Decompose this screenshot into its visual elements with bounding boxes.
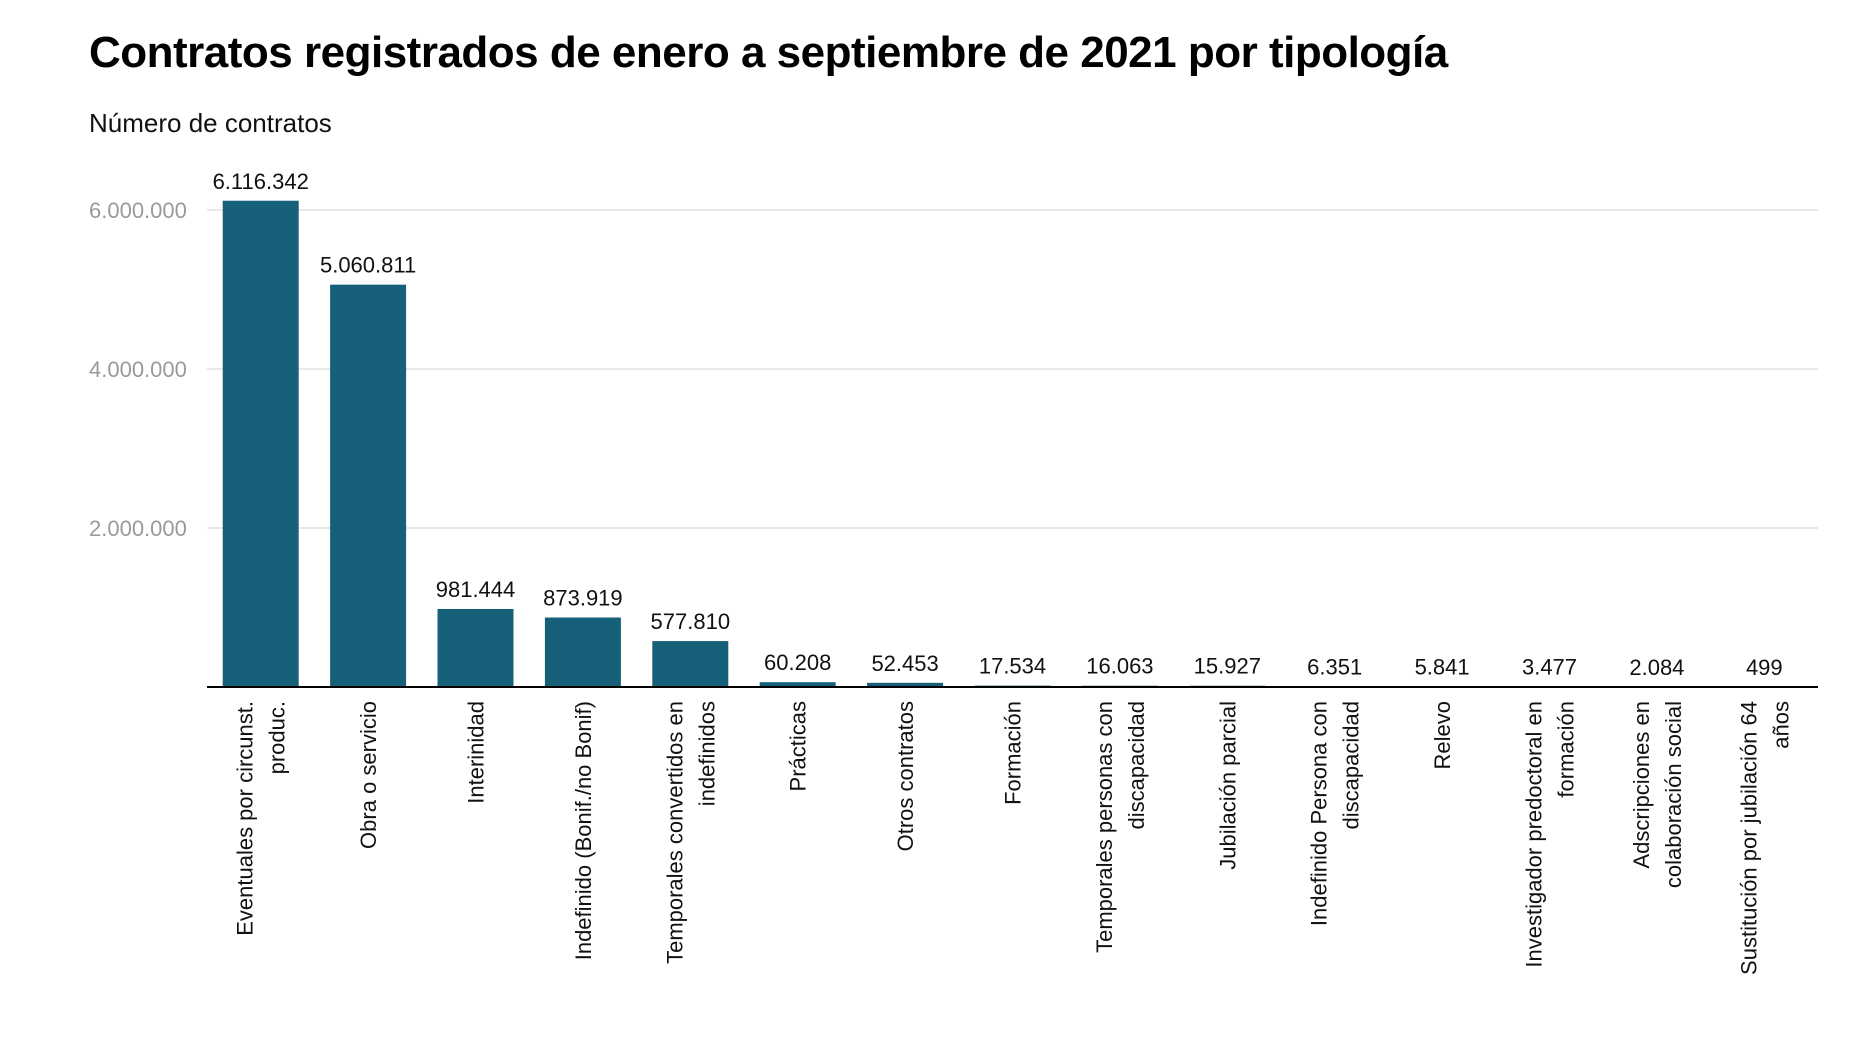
bar [222,200,299,688]
y-axis-ticks: 2.000.000 4.000.000 6.000.000 [89,198,187,541]
y-tick-label: 2.000.000 [89,516,187,541]
x-tick-label-line: Otros contratos [893,701,918,851]
chart-subtitle: Número de contratos [89,108,332,138]
x-tick-label-line: discapacidad [1124,701,1149,829]
bar [544,617,621,687]
x-tick-label: Adscripciones en colaboración social [1629,701,1686,888]
value-label: 2.084 [1629,655,1684,680]
x-tick-label: Indefinido (Bonif./no Bonif) [571,701,596,960]
x-tick-label: Prácticas [786,701,811,791]
x-tick-label-line: indefinidos [694,701,719,806]
value-label: 52.453 [871,651,938,676]
x-tick-label-line: Formación [1001,701,1026,805]
x-tick-label-line: Relevo [1430,701,1455,769]
y-tick-label: 4.000.000 [89,357,187,382]
chart-title: Contratos registrados de enero a septiem… [89,28,1448,77]
x-tick-label: Interinidad [464,701,489,804]
value-label: 5.841 [1415,655,1470,680]
value-label: 15.927 [1194,654,1261,679]
value-label: 981.444 [436,577,516,602]
x-tick-label: Otros contratos [893,701,918,851]
x-tick-label-line: Indefinido (Bonif./no Bonif) [571,701,596,960]
x-axis-labels: Eventuales por circunst. produc. Obra o se… [233,701,1794,975]
x-tick-label-line: formación [1554,701,1579,798]
bar [652,641,729,687]
gridlines [207,209,1818,529]
x-tick-label: Investigador predoctoral en formación [1522,701,1579,968]
value-label: 16.063 [1086,654,1153,679]
value-label: 499 [1746,655,1783,680]
value-label: 6.351 [1307,654,1362,679]
x-tick-label-line: Sustitución por jubilación 64 [1736,701,1761,975]
x-tick-label-line: produc. [265,701,290,774]
x-tick-label-line: Indefinido Persona con [1307,701,1332,926]
x-tick-label: Obra o servicio [356,701,381,849]
value-label: 17.534 [979,654,1046,679]
bar [437,608,514,687]
value-label: 577.810 [651,609,731,634]
x-tick-label-line: Obra o servicio [356,701,381,849]
x-tick-label-line: colaboración social [1661,701,1686,888]
x-tick-label-line: años [1768,701,1793,749]
value-label: 6.116.342 [213,169,309,194]
bar [330,284,407,687]
x-tick-label: Temporales personas con discapacidad [1092,701,1149,953]
x-tick-label-line: Temporales convertidos en [662,701,687,964]
x-tick-label: Formación [1001,701,1026,805]
y-tick-label: 6.000.000 [89,198,187,223]
x-tick-label: Eventuales por circunst. produc. [233,701,290,936]
x-tick-label-line: Adscripciones en [1629,701,1654,869]
x-tick-label-line: Temporales personas con [1092,701,1117,953]
bar [759,682,836,687]
value-label: 3.477 [1522,655,1577,680]
x-tick-label-line: Interinidad [464,701,489,804]
x-tick-label: Sustitución por jubilación 64 años [1736,701,1793,975]
x-tick-label-line: Jubilación parcial [1215,701,1240,870]
bar [867,682,944,687]
x-tick-label-line: Prácticas [786,701,811,791]
x-tick-label-line: Eventuales por circunst. [233,701,258,936]
value-label: 60.208 [764,650,831,675]
value-labels: 6.116.342 5.060.811 981.444 873.919 577.810 6… [213,169,1783,680]
x-tick-label: Indefinido Persona con discapacidad [1307,701,1364,926]
value-label: 5.060.811 [320,253,416,278]
value-label: 873.919 [543,586,623,611]
bars [222,200,1803,688]
x-tick-label-line: Investigador predoctoral en [1522,701,1547,968]
x-tick-label-line: discapacidad [1339,701,1364,829]
x-tick-label: Jubilación parcial [1215,701,1240,870]
x-tick-label: Temporales convertidos en indefinidos [662,701,719,964]
x-tick-label: Relevo [1430,701,1455,769]
